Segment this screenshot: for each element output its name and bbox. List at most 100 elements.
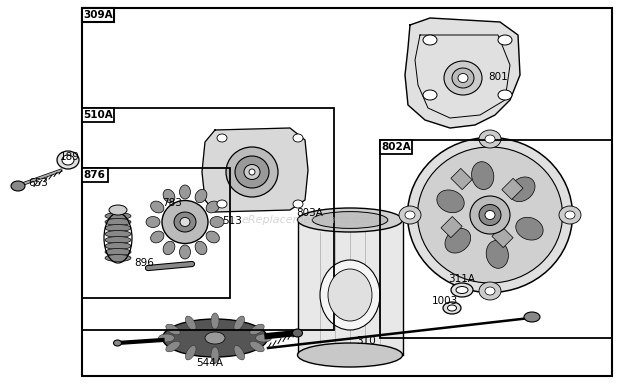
Bar — [82, 108, 114, 122]
Ellipse shape — [11, 181, 25, 191]
Ellipse shape — [105, 242, 131, 249]
Ellipse shape — [470, 196, 510, 234]
Ellipse shape — [185, 316, 196, 330]
Ellipse shape — [565, 211, 575, 219]
Ellipse shape — [62, 155, 74, 165]
Ellipse shape — [105, 213, 131, 220]
Ellipse shape — [195, 190, 207, 203]
Ellipse shape — [195, 241, 207, 255]
Ellipse shape — [180, 245, 190, 259]
Ellipse shape — [206, 201, 219, 213]
Ellipse shape — [244, 164, 260, 179]
Text: 803A: 803A — [296, 208, 323, 218]
Text: 310: 310 — [356, 336, 376, 346]
Ellipse shape — [180, 185, 190, 199]
Ellipse shape — [472, 162, 494, 190]
Ellipse shape — [234, 316, 244, 330]
Polygon shape — [202, 128, 308, 212]
Ellipse shape — [444, 61, 482, 95]
Text: 801: 801 — [488, 72, 508, 82]
Ellipse shape — [516, 217, 543, 240]
Bar — [380, 140, 412, 154]
Ellipse shape — [479, 205, 501, 225]
Ellipse shape — [159, 334, 174, 342]
Ellipse shape — [479, 282, 501, 300]
Ellipse shape — [486, 240, 508, 268]
Text: 896: 896 — [134, 258, 154, 268]
Ellipse shape — [105, 230, 131, 237]
Ellipse shape — [113, 340, 122, 346]
Ellipse shape — [211, 347, 219, 363]
Ellipse shape — [443, 302, 461, 314]
Ellipse shape — [328, 269, 372, 321]
Ellipse shape — [437, 190, 464, 213]
Ellipse shape — [479, 130, 501, 148]
Bar — [502, 178, 523, 200]
Polygon shape — [405, 18, 520, 128]
Text: 783: 783 — [162, 198, 182, 208]
Ellipse shape — [250, 324, 264, 335]
Ellipse shape — [105, 237, 131, 244]
Ellipse shape — [458, 73, 468, 83]
Ellipse shape — [498, 90, 512, 100]
Bar — [82, 8, 114, 22]
Ellipse shape — [312, 212, 388, 229]
Text: 876: 876 — [84, 170, 105, 180]
Ellipse shape — [217, 134, 227, 142]
Bar — [451, 168, 472, 190]
Ellipse shape — [105, 254, 131, 261]
Text: 309A: 309A — [83, 10, 113, 20]
Ellipse shape — [235, 156, 269, 188]
Bar — [298, 220, 402, 355]
Ellipse shape — [445, 229, 471, 253]
Ellipse shape — [452, 68, 474, 88]
Ellipse shape — [205, 332, 225, 344]
Ellipse shape — [185, 345, 196, 360]
Text: 653: 653 — [28, 178, 48, 188]
Ellipse shape — [163, 241, 175, 255]
Ellipse shape — [451, 283, 473, 297]
Ellipse shape — [417, 147, 562, 283]
Bar — [82, 168, 107, 182]
Ellipse shape — [423, 35, 437, 45]
Ellipse shape — [180, 217, 190, 227]
Ellipse shape — [163, 190, 175, 203]
Ellipse shape — [234, 345, 244, 360]
Ellipse shape — [226, 147, 278, 197]
Ellipse shape — [211, 313, 219, 329]
Ellipse shape — [105, 218, 131, 225]
Ellipse shape — [320, 260, 380, 330]
Text: 1003: 1003 — [432, 296, 458, 306]
Ellipse shape — [559, 206, 581, 224]
Text: 802A: 802A — [381, 142, 411, 152]
Ellipse shape — [298, 208, 402, 232]
Ellipse shape — [293, 134, 303, 142]
Ellipse shape — [293, 200, 303, 208]
Ellipse shape — [249, 169, 255, 175]
Ellipse shape — [485, 135, 495, 143]
Ellipse shape — [151, 231, 164, 243]
Ellipse shape — [423, 90, 437, 100]
Ellipse shape — [448, 305, 456, 311]
Text: 513: 513 — [222, 216, 242, 226]
Text: 189: 189 — [60, 152, 80, 162]
Ellipse shape — [298, 343, 402, 367]
Ellipse shape — [210, 217, 224, 227]
Ellipse shape — [151, 201, 164, 213]
Ellipse shape — [57, 151, 79, 169]
Ellipse shape — [162, 200, 208, 244]
Bar — [82, 8, 612, 376]
Ellipse shape — [105, 249, 131, 256]
Ellipse shape — [166, 324, 180, 335]
Ellipse shape — [485, 287, 495, 295]
Ellipse shape — [399, 206, 421, 224]
Text: 544A: 544A — [196, 358, 223, 368]
Ellipse shape — [206, 231, 219, 243]
Ellipse shape — [105, 225, 131, 232]
Bar — [441, 217, 462, 238]
Bar — [492, 226, 513, 247]
Ellipse shape — [524, 312, 540, 322]
Ellipse shape — [217, 200, 227, 208]
Ellipse shape — [405, 211, 415, 219]
Text: 311A: 311A — [448, 274, 475, 284]
